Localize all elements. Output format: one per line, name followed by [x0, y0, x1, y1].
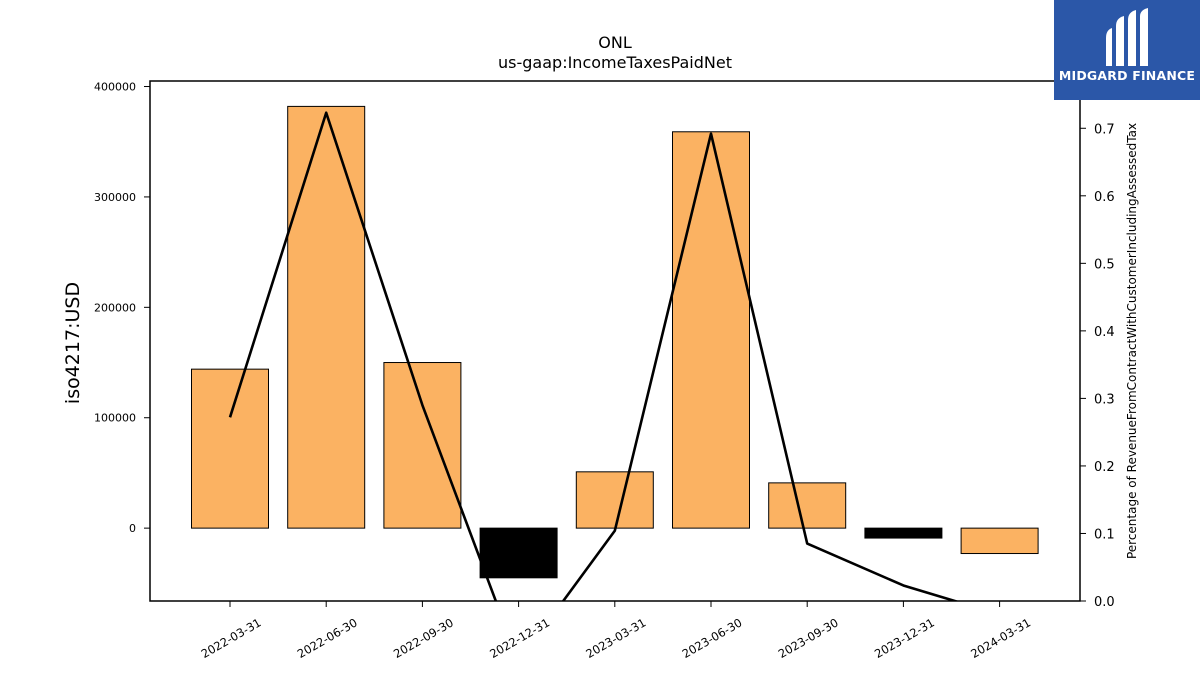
plot-area: 0 100000 200000 300000 400000 0.0 0.1 0.2 0.3 0.4…: [94, 80, 1115, 661]
bar-2023-12-31: [864, 527, 943, 539]
y2-axis-label: Percentage of RevenueFromContractWithCus…: [1125, 123, 1139, 559]
bar-2023-03-31: [575, 471, 654, 529]
line-series: [228, 111, 960, 601]
bar-2022-03-31: [191, 368, 269, 529]
chart-title: ONL: [598, 33, 632, 52]
x-tick-label: 2022-12-31: [487, 615, 552, 661]
brand-logo: MIDGARD FINANCE: [1054, 0, 1200, 100]
y2-tick-label: 0.6: [1094, 190, 1115, 205]
chart-subtitle: us-gaap:IncomeTaxesPaidNet: [498, 53, 732, 72]
y-tick-label: 100000: [94, 412, 136, 425]
x-tick-label: 2023-12-31: [872, 615, 937, 661]
x-tick-label: 2023-03-31: [583, 615, 648, 661]
y-tick-label: 0: [129, 522, 136, 535]
y2-tick-label: 0.1: [1094, 527, 1115, 542]
x-tick-label: 2024-03-31: [968, 615, 1033, 661]
x-tick-label: 2023-06-30: [680, 615, 745, 661]
bars: [191, 105, 1039, 579]
logo-text: MIDGARD FINANCE: [1058, 68, 1196, 83]
bar-2023-06-30: [672, 131, 750, 529]
midgard-logo-icon: [1106, 8, 1148, 66]
y2-tick-label: 0.7: [1094, 122, 1115, 137]
y2-tick-label: 0.2: [1094, 460, 1115, 475]
line-series-path: [228, 111, 960, 601]
y2-tick-label: 0.0: [1094, 595, 1115, 610]
y2-tick-label: 0.3: [1094, 392, 1115, 407]
bar-2024-03-31: [960, 527, 1039, 555]
bar-2022-06-30: [287, 105, 366, 529]
y2-tick-label: 0.4: [1094, 325, 1115, 340]
y-tick-label: 200000: [94, 301, 136, 314]
y-tick-label: 400000: [94, 81, 136, 94]
bar-2022-12-31: [479, 527, 558, 579]
bar-2022-09-30: [383, 362, 462, 529]
x-tick-label: 2022-09-30: [391, 615, 456, 661]
x-tick-label: 2023-09-30: [776, 615, 841, 661]
bar-2023-09-30: [768, 482, 847, 529]
y-axis-label: iso4217:USD: [62, 282, 84, 404]
y2-tick-label: 0.5: [1094, 257, 1115, 272]
x-tick-label: 2022-06-30: [295, 615, 360, 661]
y-tick-label: 300000: [94, 191, 136, 204]
x-tick-label: 2022-03-31: [199, 615, 264, 661]
